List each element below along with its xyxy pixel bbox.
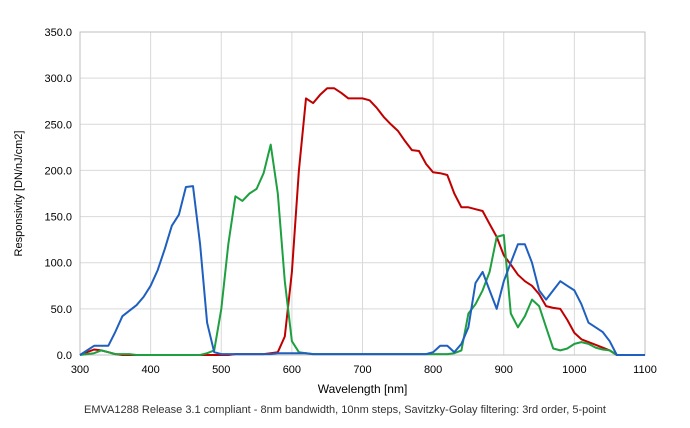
series-blue-line: [79, 185, 645, 356]
y-tick-labels: 0.0 50.0 100.0 150.0 200.0 250.0 300.0 350.0: [44, 27, 72, 362]
x-tick-label: 300: [71, 364, 89, 376]
y-tick-label: 50.0: [51, 304, 72, 316]
y-axis-label: Responsivity [DN/nJ/cm2]: [13, 131, 25, 257]
chart-caption: EMVA1288 Release 3.1 compliant - 8nm ban…: [84, 404, 606, 416]
x-tick-label: 1000: [562, 364, 586, 376]
responsivity-chart: 0.0 50.0 100.0 150.0 200.0 250.0 300.0 350.0 30…: [13, 27, 657, 396]
x-tick-label: 800: [424, 364, 442, 376]
x-tick-label: 600: [283, 364, 301, 376]
y-tick-label: 150.0: [44, 212, 72, 224]
x-tick-labels: 300 400 500 600 700 800 900 1000 1100: [71, 364, 657, 376]
x-tick-label: 900: [495, 364, 513, 376]
x-tick-label: 700: [353, 364, 371, 376]
y-tick-label: 300.0: [44, 73, 72, 85]
x-tick-label: 500: [212, 364, 230, 376]
y-tick-label: 0.0: [57, 350, 72, 362]
y-tick-label: 200.0: [44, 165, 72, 177]
x-axis-label: Wavelength [nm]: [318, 382, 408, 396]
series-layer: [79, 87, 645, 356]
y-tick-label: 250.0: [44, 119, 72, 131]
x-tick-label: 400: [141, 364, 159, 376]
grid: [79, 31, 646, 356]
x-tick-label: 1100: [633, 364, 657, 376]
y-tick-label: 100.0: [44, 258, 72, 270]
y-tick-label: 350.0: [44, 27, 72, 39]
